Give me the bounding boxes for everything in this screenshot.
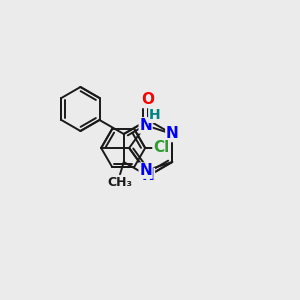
Text: CH₃: CH₃ [107, 176, 132, 188]
Text: O: O [142, 92, 154, 107]
Text: N: N [142, 169, 154, 184]
Text: Cl: Cl [153, 140, 169, 155]
Text: N: N [166, 127, 178, 142]
Text: H: H [149, 108, 161, 122]
Text: N: N [139, 118, 152, 133]
Text: N: N [139, 163, 152, 178]
